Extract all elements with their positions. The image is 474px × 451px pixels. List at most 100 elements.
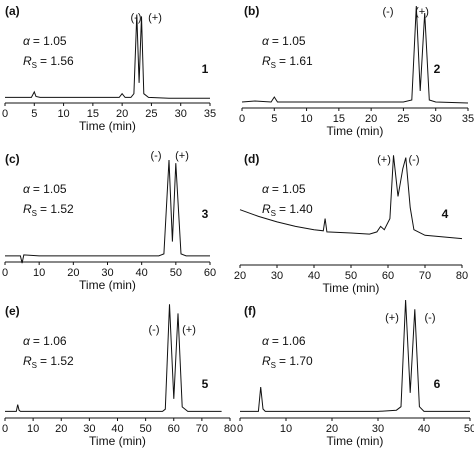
- compound-number: 6: [434, 377, 441, 391]
- x-axis-label: Time (min): [89, 434, 146, 448]
- alpha-value: = 1.05: [33, 182, 67, 196]
- x-tick-label: 0: [2, 267, 8, 279]
- alpha-value: = 1.05: [272, 182, 306, 196]
- x-tick-label: 10: [33, 267, 45, 279]
- rs-subscript: S: [32, 361, 37, 370]
- x-tick-label: 0: [2, 423, 8, 435]
- compound-number: 1: [202, 62, 209, 76]
- alpha-text: α = 1.06: [262, 334, 306, 348]
- x-tick-label: 25: [145, 108, 157, 120]
- rs-subscript: S: [271, 61, 276, 70]
- alpha-text: α = 1.06: [23, 334, 67, 348]
- compound-number: 2: [434, 62, 441, 76]
- peak-label: (+): [377, 154, 391, 166]
- x-tick-label: 20: [365, 113, 377, 125]
- rs-value: = 1.40: [279, 202, 313, 216]
- x-tick-label: 10: [300, 113, 312, 125]
- x-tick-label: 30: [271, 270, 283, 282]
- chromatogram-trace: [5, 14, 210, 99]
- peak-label: (+): [415, 6, 429, 18]
- rs-value: = 1.56: [40, 54, 74, 68]
- chromatogram-trace: [241, 5, 469, 104]
- x-tick-label: 50: [140, 423, 152, 435]
- rs-text: RS = 1.70: [262, 354, 313, 370]
- x-tick-label: 20: [326, 423, 338, 435]
- compound-number: 5: [202, 377, 209, 391]
- x-tick-label: 60: [168, 423, 180, 435]
- x-tick-label: 40: [111, 423, 123, 435]
- rs-text: RS = 1.61: [262, 54, 313, 70]
- alpha-value: = 1.05: [272, 34, 306, 48]
- alpha-symbol: α: [262, 334, 270, 348]
- x-tick-label: 0: [239, 113, 245, 125]
- x-tick-label: 30: [430, 113, 442, 125]
- panel-label: (a): [5, 4, 20, 18]
- x-tick-label: 0: [237, 423, 243, 435]
- peak-label: (+): [182, 324, 196, 336]
- alpha-value: = 1.06: [33, 334, 67, 348]
- x-tick-label: 30: [101, 267, 113, 279]
- rs-symbol: R: [23, 354, 32, 368]
- panel-label: (f): [244, 304, 256, 318]
- chromatogram-trace: [240, 299, 470, 412]
- alpha-text: α = 1.05: [23, 182, 67, 196]
- x-tick-label: 50: [170, 267, 182, 279]
- alpha-symbol: α: [23, 334, 31, 348]
- peak-label: (+): [385, 312, 399, 324]
- x-tick-label: 35: [462, 113, 474, 125]
- rs-value: = 1.52: [40, 354, 74, 368]
- x-tick-label: 5: [31, 108, 37, 120]
- x-tick-label: 10: [27, 423, 39, 435]
- rs-symbol: R: [262, 54, 271, 68]
- x-tick-label: 40: [418, 423, 430, 435]
- x-axis-label: Time (min): [323, 281, 380, 295]
- x-tick-label: 15: [87, 108, 99, 120]
- x-tick-label: 30: [372, 423, 384, 435]
- rs-text: RS = 1.40: [262, 202, 313, 218]
- peak-label: (-): [425, 312, 436, 324]
- rs-value: = 1.70: [279, 354, 313, 368]
- x-axis-label: Time (min): [327, 434, 384, 448]
- peak-label: (-): [151, 150, 162, 162]
- x-tick-label: 70: [419, 270, 431, 282]
- x-tick-label: 40: [308, 270, 320, 282]
- alpha-text: α = 1.05: [23, 34, 67, 48]
- rs-text: RS = 1.56: [23, 54, 74, 70]
- alpha-symbol: α: [23, 182, 31, 196]
- x-tick-label: 60: [204, 267, 216, 279]
- x-tick-label: 20: [67, 267, 79, 279]
- x-tick-label: 40: [136, 267, 148, 279]
- peak-label: (-): [383, 6, 394, 18]
- x-axis-label: Time (min): [79, 119, 136, 133]
- rs-symbol: R: [262, 202, 271, 216]
- rs-symbol: R: [23, 54, 32, 68]
- rs-subscript: S: [271, 209, 276, 218]
- rs-symbol: R: [262, 354, 271, 368]
- alpha-value: = 1.05: [33, 34, 67, 48]
- panel-label: (b): [244, 4, 259, 18]
- x-tick-label: 35: [204, 108, 216, 120]
- x-tick-label: 70: [196, 423, 208, 435]
- x-tick-label: 15: [333, 113, 345, 125]
- chromatogram-trace: [5, 159, 210, 264]
- peak-label: (+): [175, 150, 189, 162]
- x-tick-label: 5: [271, 113, 277, 125]
- x-tick-label: 30: [175, 108, 187, 120]
- rs-value: = 1.52: [40, 202, 74, 216]
- rs-subscript: S: [271, 361, 276, 370]
- peak-label: (-): [409, 154, 420, 166]
- x-axis-label: Time (min): [79, 278, 136, 292]
- rs-symbol: R: [23, 202, 32, 216]
- compound-number: 4: [442, 207, 449, 221]
- alpha-value: = 1.06: [272, 334, 306, 348]
- rs-subscript: S: [32, 209, 37, 218]
- rs-value: = 1.61: [279, 54, 313, 68]
- x-tick-label: 10: [280, 423, 292, 435]
- x-axis-label: Time (min): [327, 124, 384, 138]
- peak-label: (+): [148, 12, 162, 24]
- alpha-symbol: α: [262, 182, 270, 196]
- x-tick-label: 25: [397, 113, 409, 125]
- alpha-symbol: α: [23, 34, 31, 48]
- peak-label: (-): [149, 324, 160, 336]
